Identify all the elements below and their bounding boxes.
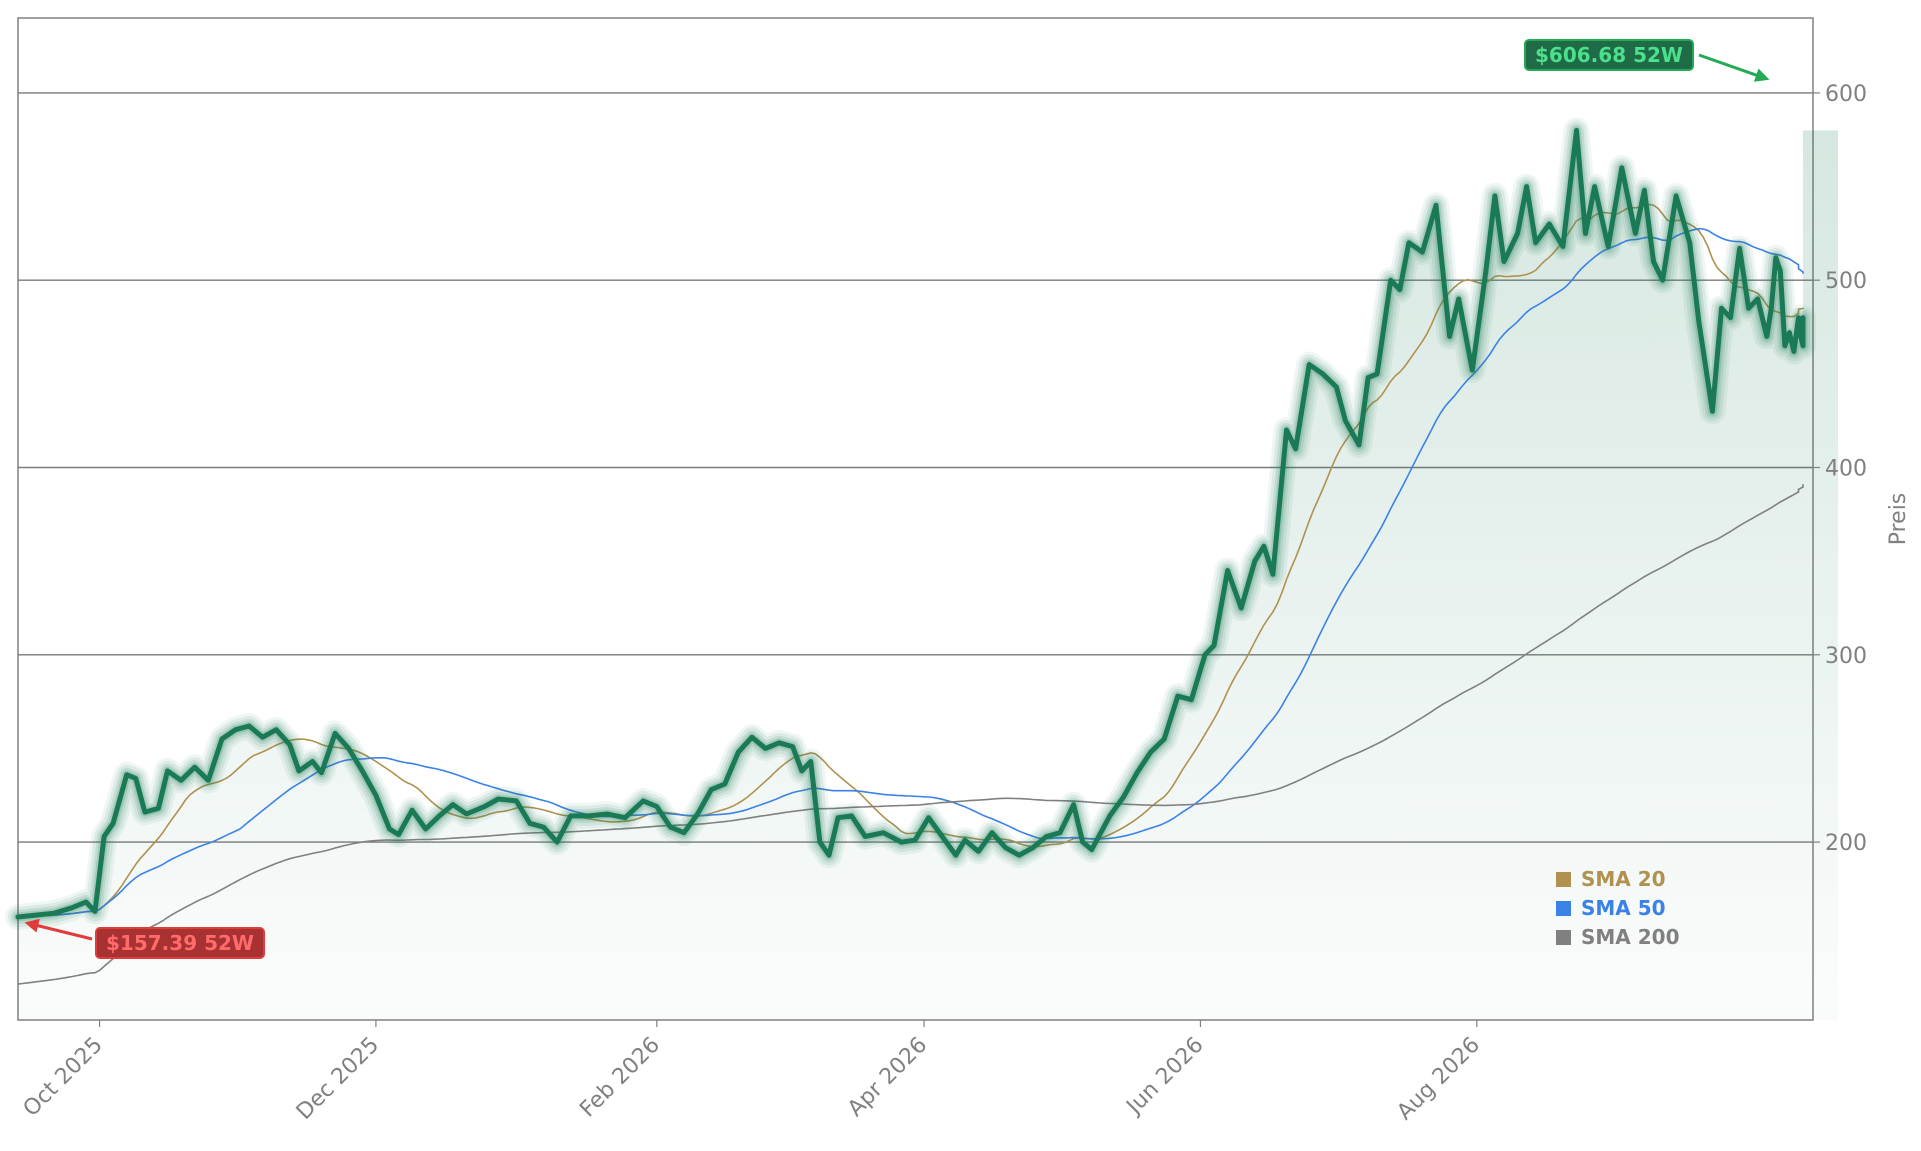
x-tick-label: Aug 2026 [1392, 1033, 1485, 1126]
x-tick-label: Apr 2026 [843, 1033, 932, 1122]
price-line [15, 127, 1806, 920]
x-tick-label: Oct 2025 [19, 1033, 108, 1122]
annotation-arrow [1698, 53, 1761, 78]
annotation-arrow [33, 923, 93, 941]
annotation-arrowhead [1753, 68, 1770, 82]
y-tick-label: 500 [1825, 269, 1867, 294]
legend-label: SMA 20 [1581, 867, 1666, 891]
price-area [18, 130, 1838, 1020]
y-tick-label: 300 [1825, 644, 1867, 669]
y-axis-ticks: 200 300 400 500 600 [1813, 82, 1867, 856]
x-tick-label: Jun 2026 [1121, 1033, 1209, 1121]
sma-20-line [17, 203, 1804, 918]
annotation-box [95, 927, 265, 959]
annotation-box [1524, 39, 1694, 71]
y-tick-label: 400 [1825, 456, 1867, 481]
annotation-label: $606.68 52W [1535, 43, 1683, 67]
legend-label: SMA 50 [1581, 896, 1666, 920]
price-line-group [5, 117, 1816, 930]
legend-swatch [1556, 872, 1571, 887]
legend-swatch [1556, 901, 1571, 916]
annotation-arrowhead [24, 918, 40, 933]
x-tick-label: Dec 2025 [292, 1033, 384, 1125]
legend-swatch [1556, 930, 1571, 945]
sma-200-line [17, 484, 1804, 985]
sma-50-line [17, 227, 1804, 918]
sma-lines [17, 203, 1804, 985]
legend: SMA 20 SMA 50 SMA 200 [1556, 867, 1680, 949]
y-axis-label: Preis [1886, 493, 1911, 546]
annotation-label: $157.39 52W [106, 931, 254, 955]
x-tick-label: Feb 2026 [575, 1033, 665, 1123]
y-tick-label: 200 [1825, 831, 1867, 856]
price-area-fill [18, 130, 1838, 1020]
x-axis-ticks: Oct 2025 Dec 2025 Feb 2026 Apr 2026 Jun 2026… [19, 1020, 1485, 1125]
legend-label: SMA 200 [1581, 925, 1680, 949]
y-tick-label: 600 [1825, 82, 1867, 107]
annotations: $606.68 52W $157.39 52W [24, 39, 1770, 959]
